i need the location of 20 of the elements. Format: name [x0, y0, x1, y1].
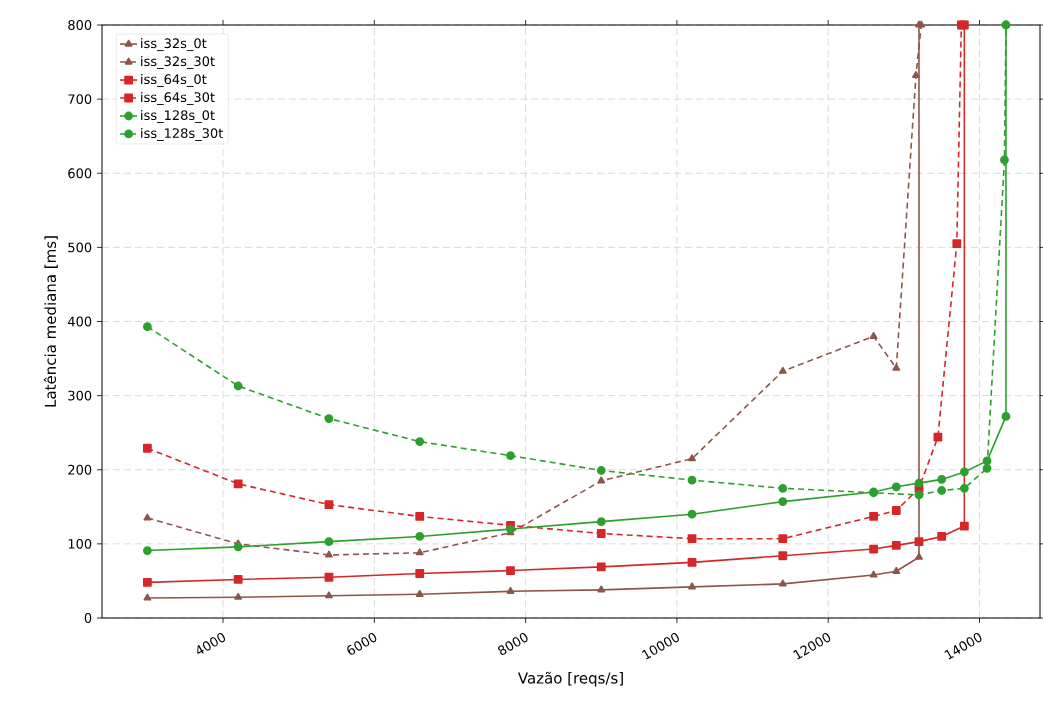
x-tick-label: 4000	[197, 633, 226, 655]
y-tick-label: 200	[68, 464, 92, 475]
y-tick-label: 0	[84, 613, 92, 623]
y-tick-label: 700	[68, 94, 92, 105]
y-axis-title: Latência mediana [ms]	[43, 236, 58, 407]
legend-label: iss_128s_0t	[141, 110, 215, 123]
y-tick-label: 500	[68, 242, 92, 253]
y-tick-label: 100	[68, 538, 92, 549]
x-tick-label: 8000	[498, 633, 528, 655]
x-axis-title: Vazão [reqs/s]	[517, 671, 623, 687]
legend-label: iss_32s_0t	[141, 38, 207, 52]
legend-label: iss_64s_0t	[141, 74, 207, 87]
y-tick-label: 300	[68, 390, 92, 401]
x-tick-label: 6000	[347, 633, 377, 655]
y-tick-label: 800	[68, 20, 92, 30]
legend-label: iss_128s_30t	[141, 127, 223, 141]
y-tick-label: 400	[67, 316, 92, 327]
y-tick-label: 600	[68, 168, 92, 179]
legend-label: iss_32s_30t	[141, 56, 215, 70]
legend-label: iss_64s_30t	[141, 92, 215, 105]
